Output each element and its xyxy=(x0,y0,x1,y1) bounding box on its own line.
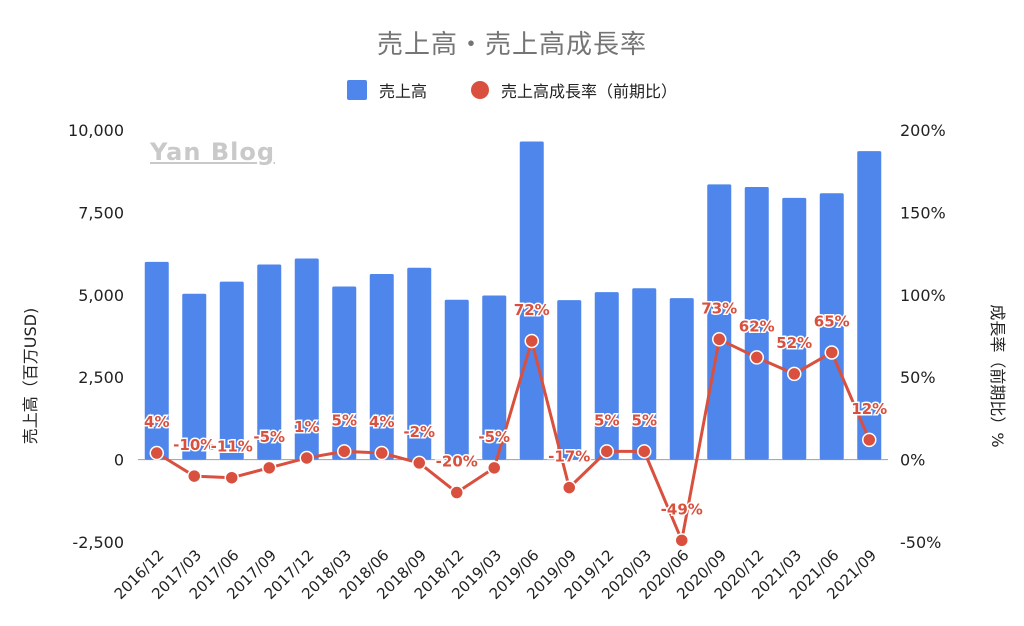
growth-data-label: -2% xyxy=(403,423,435,441)
point-series xyxy=(149,332,877,548)
growth-point xyxy=(674,533,689,548)
growth-point xyxy=(862,432,877,448)
right-tick-label: 0% xyxy=(900,451,925,470)
left-axis-title: 売上高（百万USD) xyxy=(21,308,40,444)
growth-point xyxy=(749,350,764,365)
left-axis-ticks: 10,000 7,500 5,000 2,500 0 -2,500 xyxy=(68,121,124,552)
growth-data-label: 1% xyxy=(294,418,319,436)
left-tick-label: 10,000 xyxy=(68,121,124,140)
revenue-bar xyxy=(594,292,619,460)
watermark: Yan Blog xyxy=(150,138,275,166)
revenue-bar xyxy=(257,264,282,460)
left-tick-label: 0 xyxy=(114,451,124,470)
growth-data-label: -10% xyxy=(173,436,215,454)
x-axis-ticks: 2016/122017/032017/062017/092017/122018/… xyxy=(111,546,880,603)
revenue-bar xyxy=(369,274,394,460)
growth-data-label: 12% xyxy=(851,400,887,418)
growth-data-label: -11% xyxy=(211,438,253,456)
right-tick-label: 200% xyxy=(900,121,946,140)
revenue-bar xyxy=(444,299,469,460)
growth-point xyxy=(262,460,277,476)
growth-point xyxy=(787,366,802,382)
legend-label-growth: 売上高成長率（前期比） xyxy=(501,82,678,101)
growth-data-label: 5% xyxy=(632,411,657,429)
point-labels: 4%-10%-11%-5%1% 5% 4%-2%-20%-5%72%-17%5% 5%… xyxy=(143,298,889,520)
growth-point xyxy=(712,332,727,347)
right-axis-title: 成長率（前期比）% xyxy=(988,304,1007,447)
legend-item-growth: 売上高成長率（前期比） xyxy=(471,78,677,102)
growth-point xyxy=(337,444,352,459)
growth-data-label: -5% xyxy=(253,428,285,446)
revenue-bar xyxy=(182,293,207,460)
growth-point xyxy=(562,480,577,495)
growth-point xyxy=(637,444,652,459)
right-tick-label: -50% xyxy=(900,533,941,552)
revenue-bar xyxy=(782,197,807,460)
growth-point xyxy=(449,485,464,500)
revenue-bar xyxy=(819,193,844,460)
revenue-bar xyxy=(407,267,432,460)
left-tick-label: 7,500 xyxy=(78,203,124,222)
growth-point xyxy=(374,445,389,461)
growth-point xyxy=(524,333,539,349)
growth-data-label: 72% xyxy=(514,301,550,319)
chart-legend: 売上高 売上高成長率（前期比） xyxy=(0,78,1024,102)
growth-data-label: 52% xyxy=(776,334,812,352)
growth-data-label: -49% xyxy=(661,500,703,518)
revenue-bar xyxy=(707,184,732,460)
growth-data-label: 4% xyxy=(369,413,394,431)
growth-data-label: 62% xyxy=(739,317,775,335)
growth-point xyxy=(187,468,202,484)
growth-data-label: 73% xyxy=(701,299,737,317)
revenue-bar xyxy=(557,300,582,460)
right-tick-label: 100% xyxy=(900,286,946,305)
growth-point xyxy=(149,445,164,461)
revenue-bar xyxy=(669,298,694,460)
growth-data-label: -20% xyxy=(436,453,478,471)
bar-series xyxy=(144,141,882,460)
revenue-bar xyxy=(519,141,544,460)
chart-title: 売上高・売上高成長率 xyxy=(376,30,647,60)
legend-bar-swatch xyxy=(346,80,367,100)
left-tick-label: 5,000 xyxy=(78,286,124,305)
growth-data-label: 5% xyxy=(332,411,357,429)
growth-point xyxy=(487,460,502,476)
revenue-bar xyxy=(219,281,244,460)
growth-point xyxy=(224,470,239,485)
legend-dot-swatch xyxy=(471,81,489,99)
revenue-bar xyxy=(144,261,169,460)
growth-point xyxy=(824,345,839,360)
revenue-bar xyxy=(332,286,357,460)
growth-point xyxy=(599,444,614,459)
growth-data-label: 5% xyxy=(594,411,619,429)
growth-data-label: 65% xyxy=(814,312,850,330)
right-tick-label: 50% xyxy=(900,368,936,387)
legend-label-revenue: 売上高 xyxy=(378,82,427,101)
revenue-bar xyxy=(857,151,882,460)
growth-point xyxy=(412,455,427,471)
revenue-bar xyxy=(632,288,657,460)
revenue-bar xyxy=(482,295,507,460)
growth-data-label: -5% xyxy=(478,428,510,446)
growth-data-label: -17% xyxy=(548,448,590,466)
revenue-bar xyxy=(744,187,769,460)
growth-data-label: 4% xyxy=(144,413,169,431)
right-axis-ticks: 200% 150% 100% 50% 0% -50% xyxy=(900,121,946,552)
legend-item-revenue: 売上高 xyxy=(346,78,427,102)
revenue-bar xyxy=(294,258,319,460)
left-tick-label: 2,500 xyxy=(78,368,124,387)
growth-point xyxy=(299,450,314,466)
right-tick-label: 150% xyxy=(900,203,946,222)
left-tick-label: -2,500 xyxy=(72,533,124,552)
